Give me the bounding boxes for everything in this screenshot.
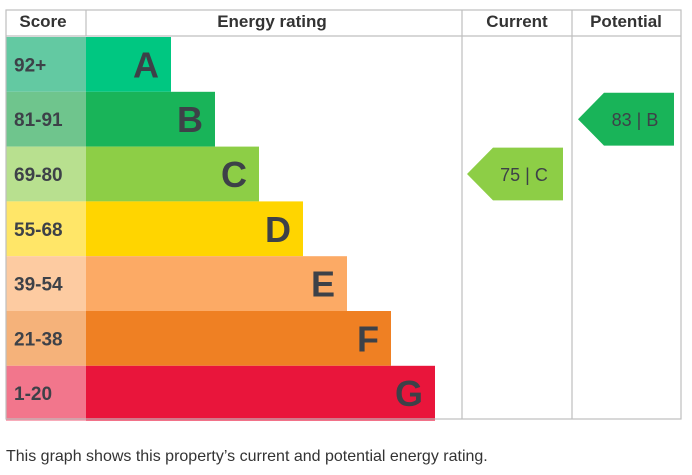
score-cell-c	[6, 146, 86, 202]
header-current: Current	[486, 12, 548, 31]
band-f: 21-38 F	[6, 311, 391, 366]
epc-chart: Score Energy rating Current Potential 92…	[5, 9, 682, 421]
chart-caption: This graph shows this property’s current…	[6, 448, 488, 465]
rating-letter-f: F	[357, 318, 379, 359]
score-cell-a	[6, 37, 86, 92]
score-label-b: 81-91	[14, 110, 63, 131]
rating-bar-b	[86, 91, 215, 147]
current-rating-arrow-shape	[467, 147, 563, 201]
header-row: Score Energy rating Current Potential	[19, 12, 662, 31]
score-cell-b	[6, 91, 86, 147]
band-e: 39-54 E	[6, 256, 347, 311]
current-rating-arrow: 75 | C	[467, 147, 563, 201]
score-cell-e	[6, 256, 86, 311]
band-a: 92+ A	[6, 37, 171, 92]
rating-bar-g	[86, 365, 435, 421]
score-label-f: 21-38	[14, 329, 63, 350]
rating-bar-d	[86, 201, 303, 257]
current-rating-arrow-label: 75 | C	[500, 165, 548, 185]
header-score: Score	[19, 12, 66, 31]
rating-letter-b: B	[177, 99, 203, 140]
score-cell-g	[6, 365, 86, 421]
header-energy-rating: Energy rating	[217, 12, 327, 31]
rating-bands: 92+ A 81-91 B 69-80 C 55-68 D 39-54 E 21-38 F 1-20 G	[6, 37, 435, 421]
band-c: 69-80 C	[6, 146, 259, 202]
rating-letter-g: G	[395, 373, 423, 414]
band-b: 81-91 B	[6, 91, 215, 147]
rating-letter-a: A	[133, 44, 159, 85]
rating-arrows: 75 | C 83 | B	[467, 92, 674, 201]
rating-bar-e	[86, 256, 347, 311]
score-cell-d	[6, 201, 86, 257]
potential-rating-arrow: 83 | B	[578, 92, 674, 146]
potential-rating-arrow-label: 83 | B	[612, 110, 659, 130]
header-potential: Potential	[590, 12, 662, 31]
table-grid	[5, 9, 682, 420]
rating-letter-c: C	[221, 154, 247, 195]
rating-letter-e: E	[311, 264, 335, 305]
score-label-g: 1-20	[14, 384, 52, 405]
band-d: 55-68 D	[6, 201, 303, 257]
score-cell-f	[6, 311, 86, 366]
rating-bar-c	[86, 146, 259, 202]
score-label-c: 69-80	[14, 165, 63, 186]
score-label-a: 92+	[14, 55, 46, 76]
score-label-d: 55-68	[14, 220, 63, 241]
rating-bar-f	[86, 311, 391, 366]
grid-outline	[5, 9, 682, 420]
potential-rating-arrow-shape	[578, 92, 674, 146]
score-label-e: 39-54	[14, 275, 63, 296]
rating-letter-d: D	[265, 209, 291, 250]
rating-bar-a	[86, 37, 171, 92]
band-g: 1-20 G	[6, 365, 435, 421]
